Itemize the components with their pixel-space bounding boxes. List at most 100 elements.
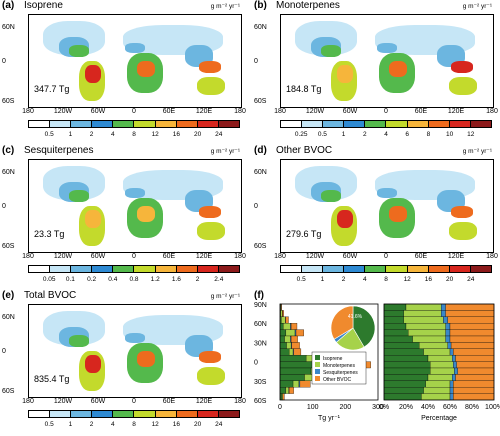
colorbar-swatch: [302, 121, 324, 127]
colorbar-label: 16: [424, 276, 433, 283]
lon-tick: 180: [22, 253, 34, 260]
lon-tick: 0: [132, 398, 136, 405]
legend-swatch: [315, 369, 320, 374]
tg-bar-segment: [279, 323, 284, 330]
lon-tick: 180: [22, 108, 34, 115]
colorbar-label: 12: [151, 421, 159, 428]
legend-swatch: [315, 362, 320, 367]
lon-tick: 120E: [195, 398, 213, 405]
lon-tick: 0: [132, 253, 136, 260]
lon-tick: 180: [486, 253, 498, 260]
pct-bar-segment: [453, 348, 495, 356]
colorbar-swatch: [302, 266, 324, 272]
pct-bar-segment: [383, 342, 420, 349]
colorbar-label: 20: [193, 131, 202, 138]
pct-bar-segment: [443, 316, 448, 324]
total-emission: 184.8 Tg: [286, 84, 322, 94]
map: [280, 159, 494, 253]
pct-bar-segment: [383, 355, 429, 362]
colorbar-swatch: [134, 266, 156, 272]
tg-bar-segment: [286, 342, 292, 349]
panel-letter: (c): [2, 145, 15, 156]
panel-letter: (d): [254, 145, 267, 156]
lat-tick: 60S: [254, 98, 267, 105]
colorbar-label: 2: [89, 421, 94, 428]
pct-bar-segment: [450, 342, 495, 349]
pct-bar-segment: [449, 393, 454, 401]
pct-bar-segment: [456, 361, 495, 369]
colorbar-swatch: [92, 411, 114, 417]
panel-title: Isoprene: [24, 0, 63, 11]
colorbar-swatch: [365, 266, 387, 272]
tg-bar-segment: [299, 380, 311, 388]
lon-tick: 0: [132, 108, 136, 115]
tg-bar-segment: [285, 329, 296, 337]
colorbar: [28, 120, 240, 128]
tg-bar-segment: [281, 316, 286, 324]
lon-tick: 60E: [162, 398, 176, 405]
lon-tick: 120W: [305, 108, 325, 115]
pct-bar-segment: [454, 367, 458, 375]
lon-tick: 60E: [414, 108, 428, 115]
map: [28, 304, 242, 398]
colorbar-label: 4: [362, 276, 367, 283]
colorbar-swatch: [281, 266, 303, 272]
pct-bar-segment: [403, 316, 444, 324]
pct-bar-segment: [383, 361, 431, 369]
colorbar-label: 12: [467, 131, 475, 138]
pct-tick: 40%: [421, 404, 435, 411]
colorbar-swatch: [386, 121, 408, 127]
pct-bar-segment: [383, 367, 431, 375]
colorbar-label: 0.5: [317, 131, 327, 138]
colorbar: [28, 410, 240, 418]
colorbar-swatch: [92, 266, 114, 272]
pie-slice: [352, 305, 376, 348]
lat-tick: 60N: [2, 24, 15, 31]
colorbar-swatch: [281, 121, 303, 127]
pie-slice: [330, 305, 354, 340]
pct-bar-segment: [452, 374, 456, 381]
pct-bar-segment: [405, 323, 446, 330]
tg-bar-segment: [279, 387, 287, 394]
pct-bar-segment: [383, 316, 404, 324]
pct-bar-segment: [408, 329, 446, 337]
lon-tick: 60W: [90, 253, 106, 260]
colorbar-label: 1: [320, 276, 325, 283]
pct-bar-segment: [441, 310, 446, 317]
pct-bar-segment: [427, 374, 453, 381]
tg-bar-segment: [293, 348, 302, 356]
pct-bar-segment: [453, 387, 495, 394]
colorbar-label: 24: [215, 131, 223, 138]
tg-tick: 200: [339, 404, 351, 411]
colorbar-swatch: [407, 266, 429, 272]
pct-bar-segment: [430, 367, 455, 375]
pct-bar-segment: [430, 361, 454, 369]
colorbar-swatch: [113, 266, 135, 272]
tg-bar-segment: [288, 348, 294, 356]
pct-bar-segment: [445, 335, 451, 343]
total-emission: 835.4 Tg: [34, 374, 70, 384]
colorbar-label: 20: [193, 421, 202, 428]
colorbar-label: 12: [403, 276, 411, 283]
lon-tick: 120E: [447, 253, 465, 260]
lon-tick: 60E: [162, 253, 176, 260]
panel-letter: (a): [2, 0, 15, 11]
tg-bar-segment: [279, 355, 307, 362]
tg-tick: 0: [278, 404, 282, 411]
lat-tick: 60N: [254, 24, 267, 31]
colorbar: [28, 265, 240, 273]
colorbar-label: 1.6: [171, 276, 181, 283]
tg-tick: 300: [372, 404, 384, 411]
colorbar-label: 4: [110, 421, 115, 428]
pct-tick: 20%: [399, 404, 413, 411]
lon-tick: 0: [384, 253, 388, 260]
pct-bar-segment: [383, 323, 407, 330]
tg-bar-segment: [280, 303, 282, 311]
colorbar-swatch: [29, 411, 51, 417]
pct-bar-segment: [447, 342, 452, 349]
tg-axes-frame: [279, 303, 379, 401]
colorbar-label: 0.5: [296, 276, 306, 283]
lat-tick: 0: [254, 360, 258, 367]
colorbar-swatch: [197, 266, 219, 272]
colorbar-swatch: [323, 121, 345, 127]
